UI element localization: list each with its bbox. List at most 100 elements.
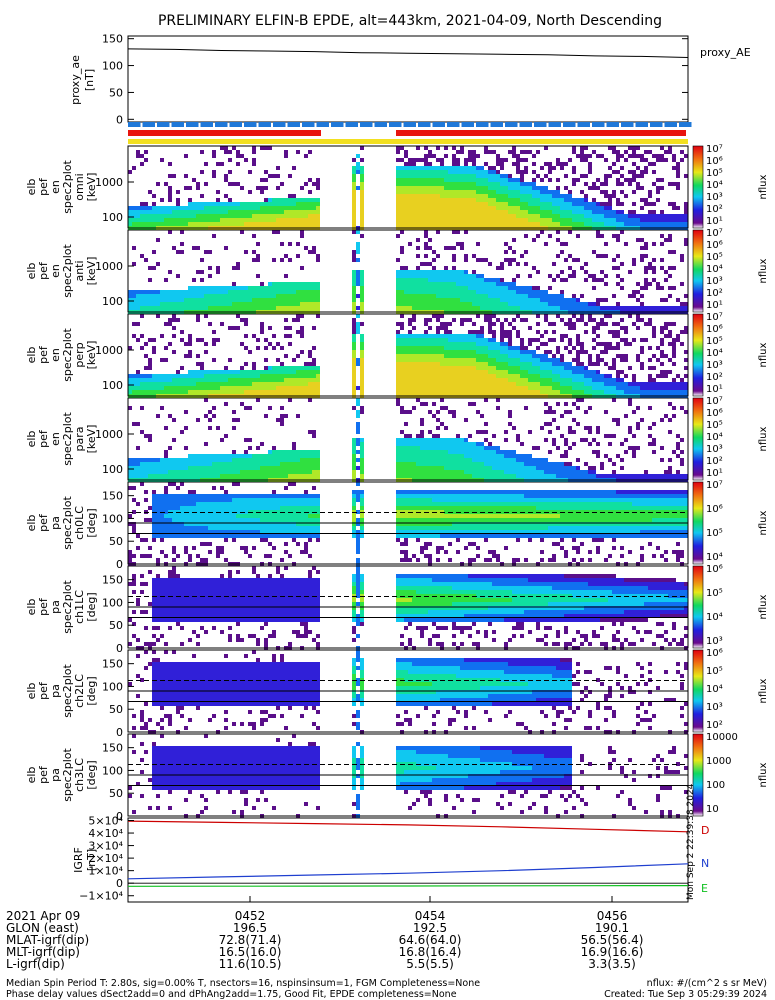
heatmap-cell: [484, 386, 488, 390]
heatmap-cell: [456, 174, 460, 178]
heatmap-cell: [356, 326, 360, 330]
heatmap-cell: [236, 382, 240, 386]
heatmap-cell: [584, 386, 588, 390]
heatmap-cell: [148, 366, 152, 370]
heatmap-cell: [224, 366, 228, 370]
heatmap-cell: [204, 470, 208, 474]
heatmap-cell: [612, 334, 616, 338]
heatmap-cell: [192, 462, 196, 466]
heatmap-cell: [588, 302, 592, 306]
heatmap-cell: [280, 414, 284, 418]
ytick-label: 1000: [95, 344, 123, 357]
heatmap-cell: [416, 398, 420, 402]
heatmap-cell: [448, 410, 452, 414]
heatmap-cell: [280, 370, 284, 374]
heatmap-cell: [288, 294, 292, 298]
heatmap-cell: [436, 382, 440, 386]
heatmap-cell: [596, 210, 600, 214]
heatmap-cell: [424, 302, 428, 306]
heatmap-cell: [624, 358, 628, 362]
heatmap-cell: [152, 378, 156, 382]
heatmap-cell: [580, 198, 584, 202]
heatmap-cell: [188, 302, 192, 306]
heatmap-cell: [312, 462, 316, 466]
heatmap-cell: [660, 186, 664, 190]
heatmap-cell: [516, 334, 520, 338]
heatmap-cell: [612, 170, 616, 174]
heatmap-cell: [468, 170, 472, 174]
heatmap-cell: [480, 338, 484, 342]
heatmap-cell: [620, 174, 624, 178]
heatmap-cell: [512, 290, 516, 294]
heatmap-cell: [236, 290, 240, 294]
heatmap-cell: [496, 206, 500, 210]
heatmap-cell: [256, 290, 260, 294]
heatmap-cell: [440, 458, 444, 462]
heatmap-cell: [400, 286, 404, 290]
spin-bar-segment: [577, 122, 590, 127]
heatmap-cell: [516, 366, 520, 370]
heatmap-cell: [524, 374, 528, 378]
heatmap-cell: [468, 306, 472, 310]
heatmap-cell: [356, 414, 360, 418]
heatmap-cell: [492, 338, 496, 342]
heatmap-cell: [152, 222, 156, 226]
heatmap-cell: [552, 390, 556, 394]
heatmap-cell: [280, 282, 284, 286]
heatmap-cell: [172, 318, 176, 322]
heatmap-cell: [164, 278, 168, 282]
heatmap-cell: [240, 454, 244, 458]
heatmap-cell: [556, 374, 560, 378]
heatmap-cell: [216, 390, 220, 394]
ytick-label: 100: [102, 211, 123, 224]
heatmap-cell: [432, 258, 436, 262]
heatmap-cell: [140, 290, 144, 294]
heatmap-cell: [416, 198, 420, 202]
heatmap-cell: [232, 418, 236, 422]
heatmap-cell: [612, 382, 616, 386]
heatmap-cell: [580, 218, 584, 222]
heatmap-cell: [204, 290, 208, 294]
heatmap-cell: [532, 266, 536, 270]
heatmap-cell: [452, 278, 456, 282]
heatmap-cell: [444, 334, 448, 338]
heatmap-cell: [476, 382, 480, 386]
heatmap-cell: [128, 406, 132, 410]
heatmap-cell: [596, 306, 600, 310]
heatmap-cell: [432, 402, 436, 406]
heatmap-cell: [476, 174, 480, 178]
heatmap-cell: [444, 198, 448, 202]
heatmap-cell: [572, 218, 576, 222]
heatmap-cell: [228, 206, 232, 210]
heatmap-cell: [476, 346, 480, 350]
heatmap-cell: [200, 286, 204, 290]
heatmap-cell: [544, 374, 548, 378]
heatmap-cell: [220, 206, 224, 210]
heatmap-cell: [204, 182, 208, 186]
heatmap-cell: [444, 286, 448, 290]
heatmap-cell: [396, 358, 400, 362]
heatmap-cell: [440, 282, 444, 286]
heatmap-cell: [596, 390, 600, 394]
heatmap-cell: [276, 222, 280, 226]
heatmap-cell: [564, 210, 568, 214]
heatmap-cell: [308, 386, 312, 390]
heatmap-cell: [520, 374, 524, 378]
heatmap-cell: [612, 194, 616, 198]
heatmap-cell: [572, 322, 576, 326]
heatmap-cell: [228, 326, 232, 330]
heatmap-cell: [188, 350, 192, 354]
heatmap-cell: [152, 338, 156, 342]
heatmap-cell: [532, 286, 536, 290]
heatmap-cell: [592, 214, 596, 218]
heatmap-cell: [496, 350, 500, 354]
heatmap-cell: [408, 286, 412, 290]
heatmap-cell: [436, 354, 440, 358]
heatmap-cell: [612, 378, 616, 382]
heatmap-cell: [560, 198, 564, 202]
heatmap-cell: [612, 218, 616, 222]
heatmap-cell: [420, 374, 424, 378]
heatmap-cell: [184, 390, 188, 394]
heatmap-cell: [300, 326, 304, 330]
heatmap-cell: [256, 466, 260, 470]
